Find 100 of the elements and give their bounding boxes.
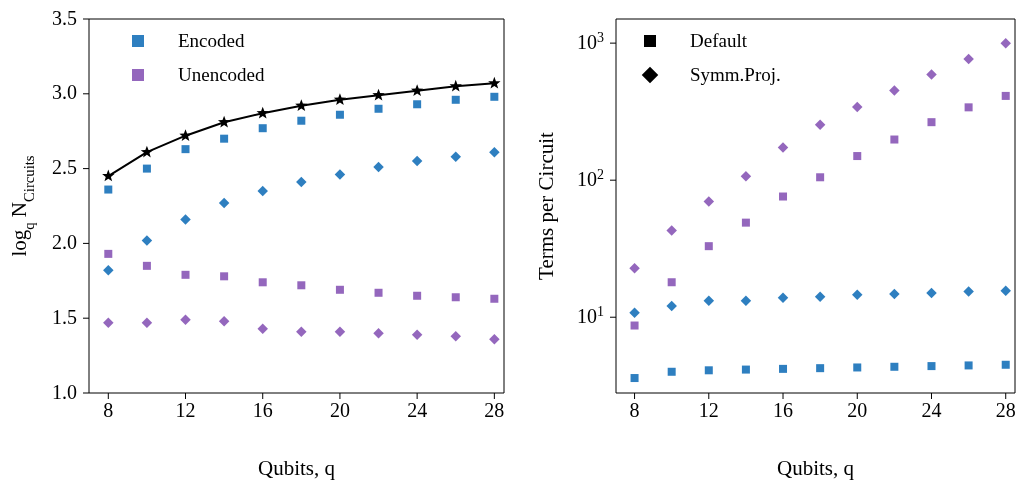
- x-tick-label: 20: [329, 399, 350, 421]
- point: [218, 315, 230, 327]
- point: [333, 93, 347, 106]
- point: [142, 261, 151, 270]
- point: [489, 333, 500, 345]
- point: [220, 134, 229, 143]
- y-tick-label: 1.0: [52, 380, 77, 403]
- y-axis-title: Terms per Circuit: [534, 131, 558, 280]
- point: [218, 197, 230, 209]
- point: [704, 242, 713, 251]
- point: [372, 88, 385, 101]
- point: [257, 185, 268, 197]
- point: [853, 152, 862, 161]
- point: [779, 192, 788, 201]
- point: [889, 288, 900, 300]
- y-tick-label: 2.0: [52, 231, 77, 253]
- point: [413, 291, 422, 300]
- point: [964, 361, 973, 370]
- point: [217, 115, 231, 128]
- point: [926, 69, 937, 80]
- point: [374, 104, 383, 113]
- legend-label: Unencoded: [178, 63, 265, 87]
- point: [963, 286, 974, 297]
- point: [104, 249, 113, 258]
- point: [740, 295, 752, 306]
- point: [779, 364, 788, 373]
- point: [296, 176, 307, 188]
- point: [816, 364, 825, 373]
- point: [451, 95, 460, 104]
- point: [334, 326, 346, 337]
- point: [103, 317, 114, 328]
- x-tick-label: 12: [698, 399, 719, 421]
- point: [667, 278, 676, 287]
- point: [258, 124, 267, 133]
- point: [704, 366, 713, 375]
- point: [1001, 360, 1010, 369]
- x-tick-label: 28: [995, 399, 1016, 421]
- point: [180, 314, 191, 325]
- point: [1000, 285, 1011, 297]
- point: [927, 118, 936, 127]
- point: [703, 196, 715, 207]
- point: [335, 110, 344, 119]
- point: [1000, 37, 1011, 49]
- point: [926, 287, 937, 299]
- point: [296, 326, 307, 337]
- point: [181, 145, 190, 154]
- point: [927, 362, 936, 371]
- point: [374, 288, 383, 297]
- y-tick-label: 10$^{3}$: [577, 29, 604, 53]
- x-tick-label: 24: [921, 399, 942, 421]
- x-tick-label: 12: [175, 399, 196, 421]
- point: [741, 218, 750, 227]
- point: [142, 164, 151, 173]
- point: [102, 169, 115, 182]
- point: [852, 289, 863, 300]
- point: [740, 170, 752, 182]
- point: [889, 85, 900, 96]
- point: [490, 92, 499, 101]
- point: [490, 294, 499, 303]
- point: [666, 300, 677, 312]
- legend-label: Default: [690, 29, 747, 53]
- point: [666, 225, 677, 236]
- point: [295, 99, 308, 112]
- x-tick-label: 24: [407, 399, 428, 421]
- point: [141, 235, 153, 246]
- point: [963, 53, 974, 65]
- point: [411, 329, 423, 340]
- point: [335, 285, 344, 294]
- point: [890, 135, 899, 144]
- y-tick-label: 3.0: [52, 81, 77, 104]
- x-tick-label: 8: [629, 399, 640, 421]
- y-tick-label: 10$^{1}$: [577, 303, 604, 327]
- x-tick-label: 8: [103, 399, 114, 421]
- y-tick-label: 3.5: [52, 6, 77, 29]
- point: [297, 116, 306, 125]
- point: [853, 363, 862, 372]
- point: [180, 214, 191, 225]
- point: [220, 272, 229, 281]
- point: [451, 293, 460, 302]
- point: [103, 265, 114, 276]
- point: [258, 278, 267, 287]
- point: [777, 142, 789, 153]
- point: [411, 155, 423, 167]
- point: [181, 270, 190, 279]
- point: [489, 146, 500, 158]
- point: [410, 84, 424, 97]
- point: [334, 169, 346, 180]
- y-tick-label: 2.5: [52, 156, 77, 179]
- y-tick-label: 1.5: [52, 305, 77, 328]
- point: [890, 362, 899, 371]
- point: [140, 145, 154, 158]
- point: [964, 103, 973, 112]
- point: [256, 106, 269, 119]
- point: [630, 374, 639, 383]
- point: [373, 161, 384, 173]
- point: [703, 295, 715, 306]
- point: [816, 173, 825, 182]
- point: [852, 101, 863, 113]
- x-tick-label: 20: [847, 399, 868, 421]
- x-axis-title: Qubits, q: [776, 456, 855, 480]
